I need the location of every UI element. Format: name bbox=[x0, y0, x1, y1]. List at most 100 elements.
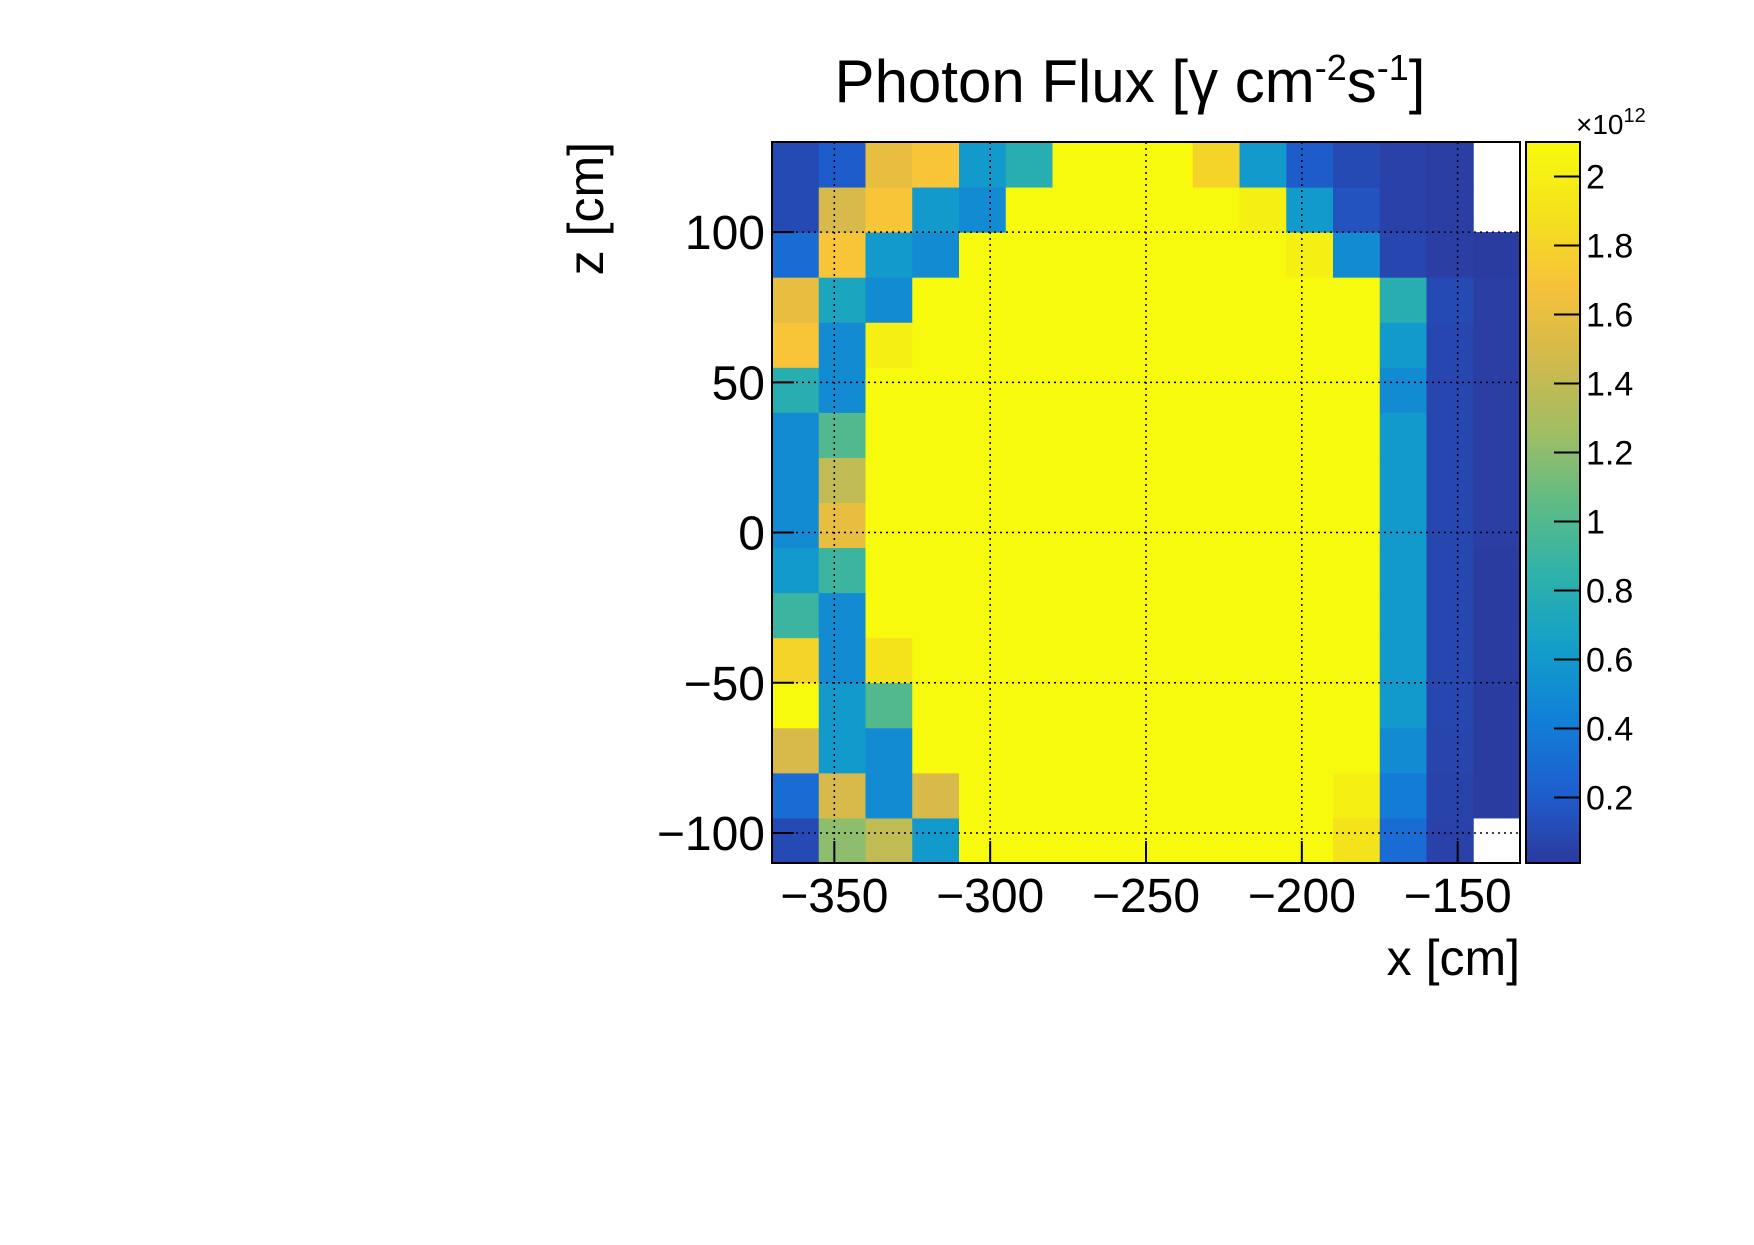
heat-cell bbox=[772, 547, 820, 594]
heat-cell bbox=[1146, 187, 1194, 233]
heat-cell bbox=[1426, 232, 1474, 278]
heat-cell bbox=[1426, 637, 1474, 684]
heat-cell bbox=[1192, 142, 1240, 188]
heat-cell bbox=[1192, 772, 1240, 819]
heat-cell bbox=[1052, 322, 1100, 368]
heat-cell bbox=[1099, 187, 1147, 233]
x-tick-label: −150 bbox=[1404, 870, 1512, 923]
heat-cell bbox=[1333, 817, 1381, 864]
heat-cell bbox=[1426, 547, 1474, 594]
heat-cell bbox=[1052, 277, 1100, 323]
heat-cell bbox=[865, 367, 913, 413]
y-tick-label: −100 bbox=[657, 808, 765, 861]
title-text: s bbox=[1347, 48, 1377, 115]
heat-cell bbox=[1333, 772, 1381, 819]
heat-cell bbox=[1333, 232, 1381, 278]
heat-cell bbox=[1379, 817, 1427, 864]
x-axis-label: x [cm] bbox=[1387, 930, 1520, 986]
heat-cell bbox=[959, 817, 1007, 864]
heat-cell bbox=[1239, 412, 1287, 458]
heat-cell bbox=[865, 277, 913, 323]
heat-cell bbox=[818, 412, 866, 458]
z-tick-label: 1.4 bbox=[1586, 365, 1633, 403]
heat-cell bbox=[772, 412, 820, 458]
heat-cell bbox=[865, 412, 913, 458]
heat-cell bbox=[1286, 457, 1334, 503]
heat-cell bbox=[1239, 232, 1287, 278]
heat-cell bbox=[865, 187, 913, 233]
heat-cell bbox=[912, 187, 960, 233]
heat-cell bbox=[1099, 682, 1147, 729]
heat-cell bbox=[1146, 547, 1194, 594]
x-tick-label: −250 bbox=[1092, 870, 1200, 923]
heat-cell bbox=[1052, 187, 1100, 233]
heat-cell bbox=[959, 412, 1007, 458]
z-tick-label: 2 bbox=[1586, 158, 1605, 196]
heat-cell bbox=[1192, 682, 1240, 729]
heat-cell bbox=[1426, 457, 1474, 503]
y-tick-label: 100 bbox=[685, 207, 765, 260]
heat-cell bbox=[818, 637, 866, 684]
heat-cell bbox=[1473, 637, 1521, 684]
heat-cell bbox=[1473, 277, 1521, 323]
heat-cell bbox=[912, 682, 960, 729]
heat-cell bbox=[1473, 457, 1521, 503]
heat-cell bbox=[1099, 727, 1147, 774]
x-tick-label: −200 bbox=[1248, 870, 1356, 923]
heat-cell bbox=[1333, 187, 1381, 233]
heat-cell bbox=[865, 547, 913, 594]
heat-cell bbox=[1005, 817, 1053, 864]
heat-cell bbox=[1286, 277, 1334, 323]
heat-cell bbox=[772, 367, 820, 413]
heat-cell bbox=[1239, 457, 1287, 503]
heat-cell bbox=[1473, 367, 1521, 413]
heat-cell bbox=[818, 772, 866, 819]
heat-cell bbox=[1426, 502, 1474, 549]
heat-cell bbox=[912, 727, 960, 774]
z-multiplier: ×1012 bbox=[1576, 105, 1646, 140]
heat-cell bbox=[1426, 322, 1474, 368]
heat-cell bbox=[959, 232, 1007, 278]
z-tick-label: 1.8 bbox=[1586, 227, 1633, 265]
heat-cell bbox=[772, 277, 820, 323]
heat-cell bbox=[772, 322, 820, 368]
heat-cell bbox=[865, 772, 913, 819]
heat-cell bbox=[1099, 322, 1147, 368]
heat-cell bbox=[912, 232, 960, 278]
heat-cell bbox=[1052, 727, 1100, 774]
heat-cell bbox=[1379, 772, 1427, 819]
heat-cell bbox=[865, 682, 913, 729]
heat-cell bbox=[1005, 367, 1053, 413]
axes: −350 −300 −250 −200 −150 −100 −50 0 50 100 0.2 0.4 0… bbox=[657, 141, 1633, 923]
heat-cell bbox=[1333, 142, 1381, 188]
heat-cell bbox=[865, 457, 913, 503]
heat-cell bbox=[818, 457, 866, 503]
heat-cell bbox=[865, 637, 913, 684]
heat-cell bbox=[912, 367, 960, 413]
heat-cell bbox=[1379, 727, 1427, 774]
heat-cell bbox=[1333, 682, 1381, 729]
heat-cell bbox=[1146, 142, 1194, 188]
heat-cell bbox=[1005, 592, 1053, 639]
heat-cell bbox=[1286, 322, 1334, 368]
heat-cell bbox=[772, 142, 820, 188]
heat-cell bbox=[865, 817, 913, 864]
heat-cell bbox=[1473, 772, 1521, 819]
y-axis-label: z [cm] bbox=[558, 142, 614, 275]
heat-cell bbox=[912, 637, 960, 684]
heat-cell bbox=[818, 277, 866, 323]
heat-cell bbox=[1239, 502, 1287, 549]
heat-cell bbox=[818, 682, 866, 729]
heat-cell bbox=[1146, 817, 1194, 864]
heat-cell bbox=[1333, 322, 1381, 368]
heat-cell bbox=[1005, 322, 1053, 368]
z-tick-label: 0.2 bbox=[1586, 779, 1633, 817]
heat-cell bbox=[1192, 592, 1240, 639]
heat-cell bbox=[772, 232, 820, 278]
z-tick-label: 1.2 bbox=[1586, 434, 1633, 472]
heat-cell bbox=[1192, 817, 1240, 864]
heat-cell bbox=[912, 412, 960, 458]
heat-cell bbox=[1239, 682, 1287, 729]
heat-cell bbox=[1333, 547, 1381, 594]
heat-cell bbox=[1379, 232, 1427, 278]
